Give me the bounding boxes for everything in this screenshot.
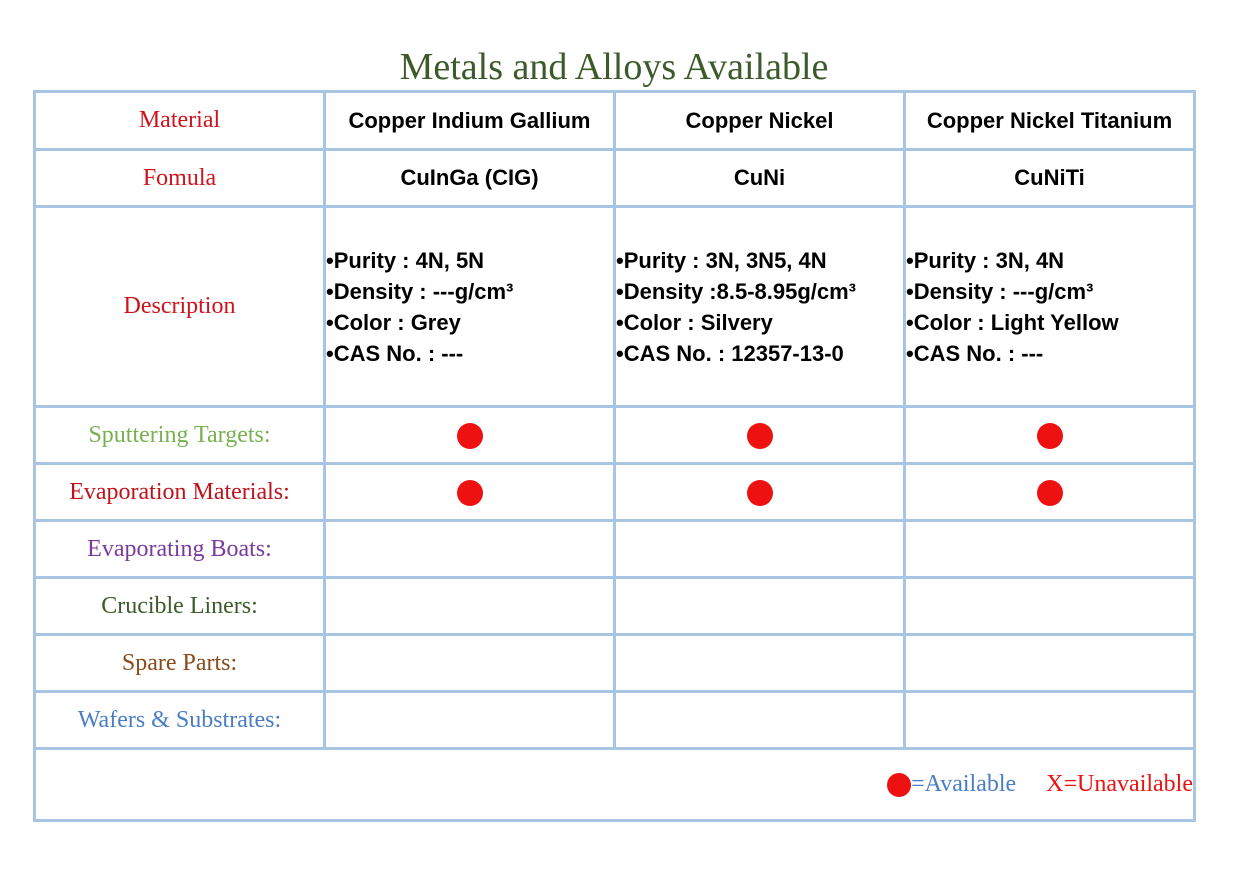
label-description: Description: [33, 205, 326, 408]
avail-crucible-2: [613, 576, 906, 636]
material-name-3: Copper Nickel Titanium: [903, 90, 1196, 151]
color: •Color : Grey: [326, 309, 461, 335]
avail-crucible-3: [903, 576, 1196, 636]
table-row: Material Copper Indium Gallium Copper Ni…: [33, 90, 1196, 151]
avail-evaporation-1: [323, 462, 616, 522]
avail-spare-1: [323, 633, 616, 693]
table-row: Crucible Liners:: [33, 576, 1196, 636]
table-row: Fomula CuInGa (CIG) CuNi CuNiTi: [33, 148, 1196, 208]
table-row: Evaporating Boats:: [33, 519, 1196, 579]
description-2: •Purity : 3N, 3N5, 4N •Density :8.5-8.95…: [613, 205, 906, 408]
density: •Density : ---g/cm³: [326, 278, 514, 304]
table-row: =Available X=Unavailable: [33, 747, 1196, 822]
purity: •Purity : 3N, 3N5, 4N: [616, 247, 827, 273]
avail-boats-1: [323, 519, 616, 579]
avail-evaporation-2: [613, 462, 906, 522]
label-wafers: Wafers & Substrates:: [33, 690, 326, 750]
label-boats: Evaporating Boats:: [33, 519, 326, 579]
available-dot-icon: [746, 422, 773, 449]
label-crucible: Crucible Liners:: [33, 576, 326, 636]
available-dot-icon: [456, 479, 483, 506]
avail-spare-2: [613, 633, 906, 693]
available-dot-icon: [1036, 422, 1063, 449]
avail-wafers-2: [613, 690, 906, 750]
label-formula: Fomula: [33, 148, 326, 208]
table-row: Evaporation Materials:: [33, 462, 1196, 522]
label-spare: Spare Parts:: [33, 633, 326, 693]
legend: =Available X=Unavailable: [33, 747, 1196, 822]
color: •Color : Silvery: [616, 309, 773, 335]
avail-sputtering-2: [613, 405, 906, 465]
formula-3: CuNiTi: [903, 148, 1196, 208]
color: •Color : Light Yellow: [906, 309, 1119, 335]
materials-table: Material Copper Indium Gallium Copper Ni…: [33, 90, 1196, 822]
page-title: Metals and Alloys Available: [399, 46, 829, 88]
density: •Density : ---g/cm³: [906, 278, 1094, 304]
available-dot-icon: [1036, 479, 1063, 506]
description-3: •Purity : 3N, 4N •Density : ---g/cm³ •Co…: [903, 205, 1196, 408]
available-dot-icon: [887, 773, 912, 798]
label-evaporation: Evaporation Materials:: [33, 462, 326, 522]
purity: •Purity : 4N, 5N: [326, 247, 485, 273]
formula-2: CuNi: [613, 148, 906, 208]
table-row: Spare Parts:: [33, 633, 1196, 693]
avail-evaporation-3: [903, 462, 1196, 522]
material-name-1: Copper Indium Gallium: [323, 90, 616, 151]
avail-sputtering-1: [323, 405, 616, 465]
density: •Density :8.5-8.95g/cm³: [616, 278, 857, 304]
cas-number: •CAS No. : ---: [326, 340, 464, 366]
formula-1: CuInGa (CIG): [323, 148, 616, 208]
cas-number: •CAS No. : 12357-13-0: [616, 340, 844, 366]
avail-boats-3: [903, 519, 1196, 579]
legend-unavailable-mark: X: [1046, 771, 1064, 797]
available-dot-icon: [746, 479, 773, 506]
label-sputtering: Sputtering Targets:: [33, 405, 326, 465]
avail-spare-3: [903, 633, 1196, 693]
avail-wafers-1: [323, 690, 616, 750]
material-name-2: Copper Nickel: [613, 90, 906, 151]
cas-number: •CAS No. : ---: [906, 340, 1044, 366]
avail-crucible-1: [323, 576, 616, 636]
available-dot-icon: [456, 422, 483, 449]
description-1: •Purity : 4N, 5N •Density : ---g/cm³ •Co…: [323, 205, 616, 408]
legend-unavailable: =Unavailable: [1063, 771, 1193, 797]
label-material: Material: [33, 90, 326, 151]
legend-available: =Available: [911, 771, 1017, 797]
avail-sputtering-3: [903, 405, 1196, 465]
table-row: Wafers & Substrates:: [33, 690, 1196, 750]
table-row: Description •Purity : 4N, 5N •Density : …: [33, 205, 1196, 408]
table-row: Sputtering Targets:: [33, 405, 1196, 465]
avail-wafers-3: [903, 690, 1196, 750]
purity: •Purity : 3N, 4N: [906, 247, 1065, 273]
avail-boats-2: [613, 519, 906, 579]
